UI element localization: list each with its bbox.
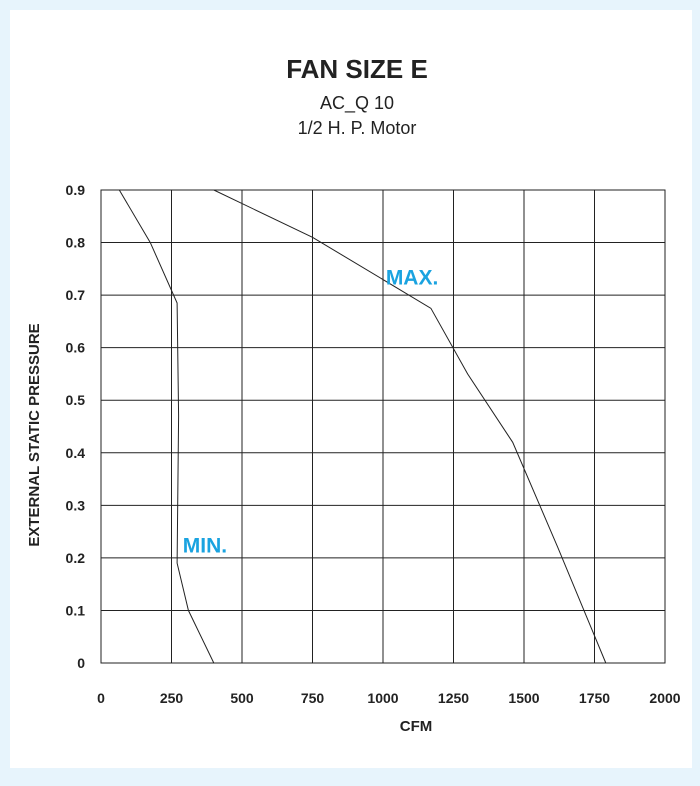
x-axis-label: CFM (400, 718, 433, 735)
fan-performance-chart: FAN SIZE E AC_Q 10 1/2 H. P. Motor 0 250 5… (26, 54, 681, 735)
x-tick-label: 1500 (508, 690, 539, 706)
y-tick-label: 0.2 (66, 550, 86, 566)
curve-max (213, 189, 607, 664)
y-tick-label: 0 (77, 655, 85, 671)
y-tick-label: 0.4 (66, 445, 86, 461)
annotation-max: MAX. (386, 267, 439, 290)
tick-labels: 0 250 500 750 1000 1250 1500 1750 2000 0 0.1 0.2 0.3… (66, 182, 681, 706)
x-tick-label: 1250 (438, 690, 469, 706)
x-tick-label: 2000 (649, 690, 680, 706)
chart-card: FAN SIZE E AC_Q 10 1/2 H. P. Motor 0 250 5… (10, 10, 692, 768)
chart-subtitle-line-2: 1/2 H. P. Motor (298, 118, 417, 138)
x-tick-label: 1000 (367, 690, 398, 706)
annotation-min: MIN. (183, 535, 227, 558)
curve-min (118, 189, 215, 664)
plot-frame (100, 189, 666, 664)
x-tick-label: 250 (160, 690, 184, 706)
x-tick-label: 1750 (579, 690, 610, 706)
y-tick-label: 0.1 (66, 602, 86, 618)
x-tick-label: 0 (97, 690, 105, 706)
y-tick-label: 0.6 (66, 340, 86, 356)
x-tick-label: 500 (230, 690, 254, 706)
y-axis-label: EXTERNAL STATIC PRESSURE (26, 323, 43, 546)
chart-subtitle-line-1: AC_Q 10 (320, 93, 394, 114)
grid-lines (100, 189, 666, 664)
y-tick-label: 0.3 (66, 497, 86, 513)
y-tick-label: 0.9 (66, 182, 86, 198)
y-tick-label: 0.7 (66, 287, 86, 303)
y-tick-label: 0.5 (66, 392, 86, 408)
chart-title: FAN SIZE E (286, 54, 428, 84)
x-tick-label: 750 (301, 690, 325, 706)
y-tick-label: 0.8 (66, 235, 86, 251)
annotations: MAX. MIN. (183, 267, 439, 558)
curves (118, 189, 607, 664)
